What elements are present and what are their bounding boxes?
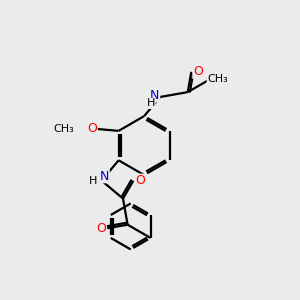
Text: CH₃: CH₃ <box>207 74 228 84</box>
Text: O: O <box>193 65 203 78</box>
Text: N: N <box>100 170 109 183</box>
Text: CH₃: CH₃ <box>53 124 74 134</box>
Text: O: O <box>96 222 106 235</box>
Text: N: N <box>150 89 160 102</box>
Text: O: O <box>135 174 145 187</box>
Text: H: H <box>147 98 155 108</box>
Text: O: O <box>87 122 97 135</box>
Text: H: H <box>89 176 98 186</box>
